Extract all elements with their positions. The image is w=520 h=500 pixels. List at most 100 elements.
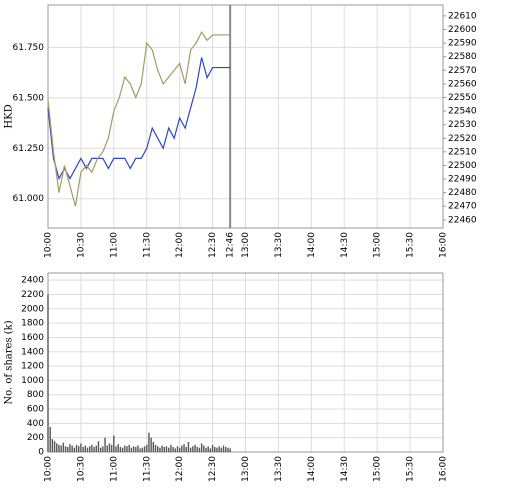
volume-bar (205, 447, 207, 452)
volume-bar (102, 446, 104, 452)
x-tick-label: 13:00 (241, 456, 251, 482)
x-tick-label: 10:00 (44, 456, 54, 482)
volume-bar (119, 446, 122, 452)
y2-tick-label: 22490 (448, 175, 477, 185)
volume-bar (62, 442, 65, 452)
y-tick-label: 61.250 (13, 144, 45, 154)
volume-bar (192, 446, 194, 452)
x-tick-label: 12:30 (208, 232, 218, 258)
x-tick-label: 12:00 (175, 456, 185, 482)
y-tick-label: 2200 (21, 290, 44, 300)
volume-bar (170, 444, 172, 452)
volume-bar (161, 445, 163, 452)
price-line (47, 57, 231, 181)
volume-bar (203, 445, 205, 452)
volume-bar (69, 444, 71, 452)
volume-bar (132, 446, 135, 452)
volume-bar (220, 447, 223, 452)
y2-tick-label: 22530 (448, 120, 477, 130)
volume-bar (148, 432, 150, 452)
y-axis-label: No. of shares (k) (4, 320, 15, 404)
volume-bar (189, 447, 192, 452)
y2-tick-label: 22590 (448, 39, 477, 49)
volume-bar (165, 446, 168, 452)
y-tick-label: 200 (27, 433, 44, 443)
y-tick-label: 2000 (21, 304, 44, 314)
volume-bar (58, 444, 60, 452)
x-tick-label: 13:30 (274, 232, 284, 258)
volume-bar (198, 447, 201, 452)
x-tick-label: 14:00 (307, 456, 317, 482)
volume-bar (84, 445, 87, 452)
x-tick-label: 13:30 (274, 456, 284, 482)
volume-bar (117, 444, 119, 452)
x-tick-label: 12:30 (208, 456, 218, 482)
volume-bar (176, 446, 179, 452)
volume-bar (211, 444, 214, 452)
volume-bar (91, 444, 93, 452)
y2-tick-label: 22610 (448, 11, 477, 21)
volume-bar (227, 447, 229, 452)
volume-bar (99, 447, 102, 452)
volume-bar (209, 448, 212, 452)
x-tick-label: 10:00 (44, 232, 54, 258)
volume-bar (75, 444, 78, 452)
y-tick-label: 600 (27, 405, 44, 415)
y2-tick-label: 22460 (448, 215, 477, 225)
volume-bar (159, 447, 161, 452)
y2-tick-label: 22550 (448, 93, 477, 103)
x-tick-label: 14:30 (340, 232, 350, 258)
volume-bar (207, 446, 209, 452)
y2-tick-label: 22580 (448, 52, 477, 62)
volume-bar (80, 443, 82, 452)
y-tick-label: 1000 (21, 376, 44, 386)
x-tick-label: 15:30 (406, 232, 416, 258)
volume-bar (104, 437, 106, 452)
y-tick-label: 1200 (21, 362, 44, 372)
volume-bar (194, 444, 196, 452)
volume-bar (163, 446, 166, 452)
volume-bar (128, 444, 130, 452)
plot-border (47, 4, 444, 229)
volume-bar (115, 446, 117, 452)
volume-bar (185, 446, 187, 452)
volume-bar (218, 446, 220, 452)
x-tick-label: 14:30 (340, 456, 350, 482)
volume-bar (139, 448, 141, 452)
x-tick-label: 15:30 (406, 456, 416, 482)
volume-bar (172, 446, 174, 452)
x-tick-label: 14:00 (307, 232, 317, 258)
y-tick-label: 1800 (21, 319, 44, 329)
volume-bar (183, 444, 185, 452)
volume-bar (146, 444, 148, 452)
volume-bar (67, 446, 69, 452)
volume-bar (135, 446, 137, 452)
y-tick-label: 61.500 (13, 93, 45, 103)
x-tick-label: 15:00 (373, 456, 383, 482)
x-tick-label: 11:30 (142, 456, 152, 482)
volume-bar (93, 446, 95, 452)
volume-bar (60, 445, 62, 452)
y2-tick-label: 22560 (448, 79, 477, 89)
volume-bar (174, 448, 176, 452)
volume-bar (152, 441, 155, 452)
volume-bar (141, 447, 144, 452)
volume-bar (222, 445, 225, 452)
x-tick-label: 11:00 (109, 232, 119, 258)
volume-bar (124, 445, 126, 452)
volume-bar (71, 445, 73, 452)
y-tick-label: 1400 (21, 347, 44, 357)
volume-bar (200, 443, 203, 452)
y2-tick-label: 22600 (448, 25, 477, 35)
volume-bar (178, 447, 181, 452)
volume-bar (167, 447, 170, 452)
y-tick-label: 61.750 (13, 43, 45, 53)
x-tick-label: 10:30 (76, 232, 86, 258)
x-tick-label: 13:00 (241, 232, 251, 258)
y-tick-label: 800 (27, 390, 44, 400)
volume-bar (157, 446, 159, 452)
volume-bar (78, 446, 80, 452)
volume-bar (106, 445, 108, 452)
volume-bar (51, 439, 54, 452)
volume-bar (110, 444, 113, 452)
